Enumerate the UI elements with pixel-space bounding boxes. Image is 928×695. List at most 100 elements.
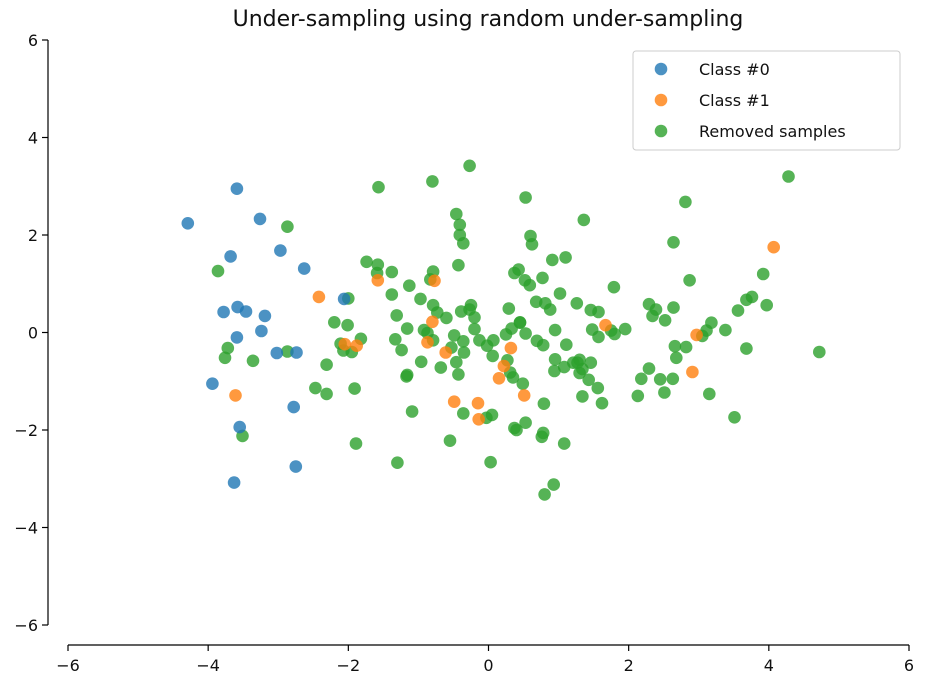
data-point <box>453 218 467 232</box>
legend-marker <box>654 124 668 138</box>
data-point <box>421 336 434 349</box>
data-point <box>631 389 645 403</box>
data-point <box>390 309 404 322</box>
data-point <box>523 278 537 292</box>
data-point <box>426 315 439 329</box>
data-point <box>670 351 683 365</box>
data-point <box>457 407 470 420</box>
data-point <box>468 311 481 324</box>
y-tick-label: −4 <box>14 519 38 538</box>
data-point <box>452 368 465 381</box>
data-point <box>667 236 680 249</box>
data-point <box>341 318 354 332</box>
data-point <box>553 287 567 300</box>
data-point <box>457 346 471 359</box>
data-point <box>667 301 680 314</box>
data-point <box>320 358 333 372</box>
data-point <box>592 330 605 344</box>
y-tick-label: 4 <box>28 129 38 148</box>
data-point <box>649 303 663 316</box>
data-point <box>559 251 572 264</box>
series-class-1 <box>229 240 780 426</box>
data-point <box>719 323 732 337</box>
data-point <box>281 345 294 358</box>
data-point <box>391 456 404 470</box>
data-point <box>547 478 560 491</box>
data-point <box>452 258 465 272</box>
data-point <box>536 338 550 352</box>
data-point <box>463 159 476 173</box>
data-point <box>414 355 428 369</box>
legend-label: Class #1 <box>699 91 770 110</box>
data-point <box>290 346 303 359</box>
data-point <box>217 305 230 319</box>
data-point <box>287 400 301 414</box>
data-point <box>440 311 453 325</box>
data-point <box>607 280 621 294</box>
data-point <box>573 366 586 380</box>
data-point <box>731 304 745 317</box>
data-point <box>229 389 242 402</box>
data-point <box>679 340 693 354</box>
data-point <box>246 354 260 368</box>
data-point <box>577 213 591 227</box>
data-point <box>297 262 311 275</box>
data-point <box>582 373 595 387</box>
data-point <box>510 423 523 437</box>
data-point <box>703 387 716 401</box>
legend-label: Removed samples <box>699 122 846 141</box>
data-point <box>592 305 605 319</box>
data-point <box>221 341 235 355</box>
data-point <box>431 306 444 319</box>
data-point <box>289 460 303 473</box>
data-point <box>428 274 441 288</box>
data-point <box>686 365 699 379</box>
data-point <box>591 381 605 395</box>
data-points <box>181 159 826 501</box>
data-point <box>535 430 549 444</box>
data-point <box>516 377 530 391</box>
data-point <box>548 364 561 378</box>
data-point <box>211 264 225 278</box>
data-point <box>328 316 341 329</box>
data-point <box>570 297 584 310</box>
data-point <box>450 355 463 369</box>
data-point <box>450 207 463 221</box>
data-point <box>608 327 621 341</box>
data-point <box>403 279 416 293</box>
data-point <box>546 253 559 267</box>
series-class-0 <box>181 182 351 489</box>
data-point <box>230 182 244 195</box>
data-point <box>447 329 461 342</box>
data-point <box>497 359 511 373</box>
data-point <box>658 314 672 327</box>
y-tick-label: −2 <box>14 421 38 440</box>
data-point <box>405 405 419 418</box>
x-tick-label: −6 <box>56 656 80 675</box>
data-point <box>320 387 333 401</box>
data-point <box>230 331 244 344</box>
data-point <box>728 411 741 424</box>
data-point <box>253 212 267 226</box>
data-point <box>337 292 351 306</box>
data-point <box>492 372 506 385</box>
data-point <box>690 328 703 342</box>
data-point <box>560 338 573 352</box>
data-point <box>181 217 195 230</box>
data-point <box>502 302 516 315</box>
data-point <box>447 395 461 409</box>
data-point <box>472 413 486 426</box>
legend: Class #0 Class #1 Removed samples <box>632 50 901 151</box>
data-point <box>573 353 586 367</box>
data-point <box>756 267 770 281</box>
data-point <box>782 170 795 183</box>
legend-label: Class #0 <box>699 60 770 79</box>
data-point <box>512 263 525 276</box>
data-point <box>599 318 612 332</box>
data-point <box>666 372 680 386</box>
data-point <box>519 327 532 340</box>
data-point <box>543 303 557 316</box>
data-point <box>395 343 408 357</box>
data-point <box>349 437 363 450</box>
